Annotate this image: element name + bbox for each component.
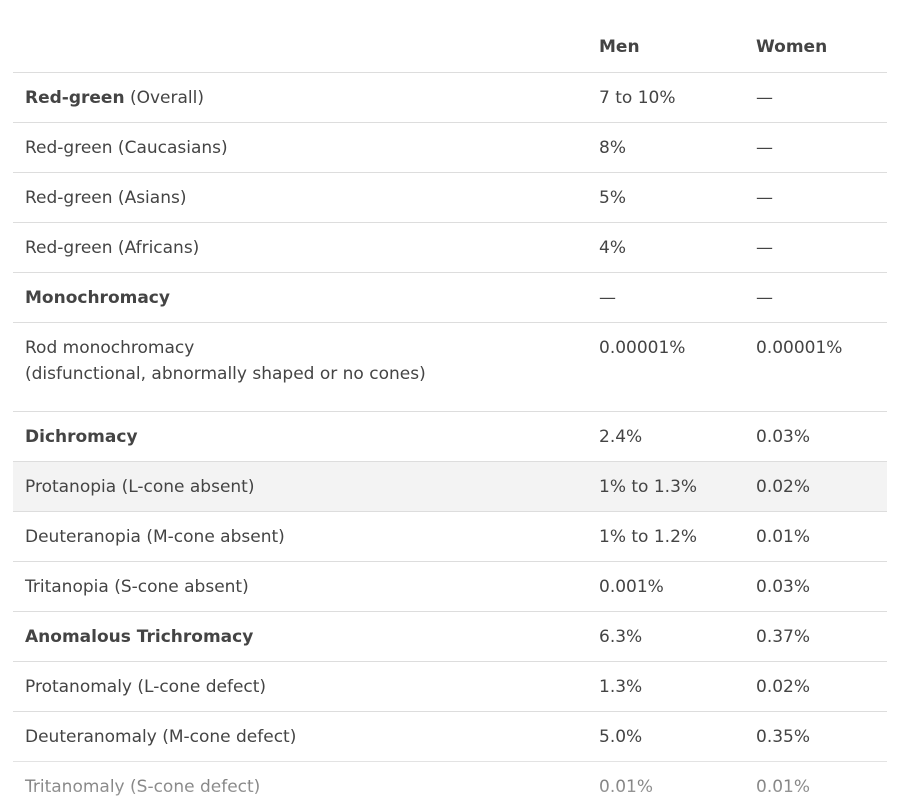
condition-text: Tritanomaly (S-cone defect): [25, 776, 261, 797]
condition-cell: Dichromacy: [13, 411, 587, 462]
condition-cell: Red-green (Asians): [13, 172, 587, 223]
women-cell: —: [744, 122, 887, 173]
women-cell: 0.35%: [744, 711, 887, 762]
condition-text: Protanomaly (L-cone defect): [25, 676, 267, 697]
header-row: Men Women: [13, 22, 887, 73]
condition-text: Protanopia (L-cone absent): [25, 476, 255, 497]
table-row: Deuteranomaly (M-cone defect) 5.0% 0.35%: [13, 711, 887, 762]
men-cell: 4%: [587, 222, 744, 273]
table-row: Deuteranopia (M-cone absent) 1% to 1.2% …: [13, 511, 887, 562]
header-condition: [13, 22, 587, 73]
table-row: Anomalous Trichromacy 6.3% 0.37%: [13, 611, 887, 662]
men-cell: 8%: [587, 122, 744, 173]
women-cell: —: [744, 222, 887, 273]
condition-cell: Protanopia (L-cone absent): [13, 461, 587, 512]
men-cell: 1.3%: [587, 661, 744, 712]
women-cell: 0.03%: [744, 411, 887, 462]
condition-bold: Monochromacy: [25, 287, 170, 308]
header-women: Women: [744, 22, 887, 73]
men-cell: 1% to 1.3%: [587, 461, 744, 512]
table-row: Protanomaly (L-cone defect) 1.3% 0.02%: [13, 661, 887, 712]
color-blindness-table-wrapper: Men Women Red-green (Overall) 7 to 10% —…: [13, 22, 887, 811]
color-blindness-prevalence-table: Men Women Red-green (Overall) 7 to 10% —…: [13, 22, 887, 811]
condition-text: Rod monochromacy: [25, 338, 195, 358]
men-cell: 0.001%: [587, 561, 744, 612]
women-cell: —: [744, 272, 887, 323]
table-row: Red-green (Overall) 7 to 10% —: [13, 72, 887, 123]
condition-text: Red-green (Africans): [25, 237, 200, 258]
men-cell: 0.00001%: [587, 322, 744, 412]
header-men: Men: [587, 22, 744, 73]
condition-cell: Deuteranopia (M-cone absent): [13, 511, 587, 562]
women-cell: 0.01%: [744, 511, 887, 562]
men-cell: 0.01%: [599, 776, 654, 797]
condition-text: Deuteranomaly (M-cone defect): [25, 726, 297, 747]
condition-cell: Tritanomaly (S-cone defect): [13, 762, 587, 812]
condition-bold: Dichromacy: [25, 426, 138, 447]
table-row: Dichromacy 2.4% 0.03%: [13, 411, 887, 462]
table-row: Red-green (Caucasians) 8% —: [13, 122, 887, 173]
condition-cell: Deuteranomaly (M-cone defect): [13, 711, 587, 762]
condition-text: Red-green (Caucasians): [25, 137, 228, 158]
men-cell: 1% to 1.2%: [587, 511, 744, 562]
condition-cell: Protanomaly (L-cone defect): [13, 661, 587, 712]
table-row: Monochromacy — —: [13, 272, 887, 323]
women-cell: 0.00001%: [744, 322, 887, 412]
condition-text: Tritanopia (S-cone absent): [25, 576, 249, 597]
condition-cell: Tritanopia (S-cone absent): [13, 561, 587, 612]
table-row: Rod monochromacy (disfunctional, abnormal…: [13, 322, 887, 412]
condition-text: Deuteranopia (M-cone absent): [25, 526, 285, 547]
table-row: Red-green (Africans) 4% —: [13, 222, 887, 273]
men-cell: 2.4%: [587, 411, 744, 462]
women-cell: —: [744, 72, 887, 123]
table-row: Tritanopia (S-cone absent) 0.001% 0.03%: [13, 561, 887, 612]
men-cell: 6.3%: [587, 611, 744, 662]
condition-cell: Rod monochromacy (disfunctional, abnormal…: [13, 322, 587, 412]
condition-text: Red-green (Asians): [25, 187, 187, 208]
women-cell: 0.01%: [756, 776, 811, 797]
women-cell: —: [744, 172, 887, 223]
women-cell: 0.02%: [744, 461, 887, 512]
men-cell: 5%: [587, 172, 744, 223]
condition-cell: Anomalous Trichromacy: [13, 611, 587, 662]
condition-cell: Monochromacy: [13, 272, 587, 323]
women-cell: 0.02%: [744, 661, 887, 712]
condition-subtext: (disfunctional, abnormally shaped or no …: [25, 364, 426, 384]
women-cell: 0.37%: [744, 611, 887, 662]
condition-bold: Red-green: [25, 87, 125, 108]
men-cell: 5.0%: [587, 711, 744, 762]
condition-cell: Red-green (Overall): [13, 72, 587, 123]
condition-bold: Anomalous Trichromacy: [25, 626, 254, 647]
women-cell: 0.03%: [744, 561, 887, 612]
men-cell: —: [587, 272, 744, 323]
condition-cell: Red-green (Caucasians): [13, 122, 587, 173]
condition-text: (Overall): [124, 87, 204, 108]
table-row: Tritanomaly (S-cone defect) 0.01% 0.01%: [13, 762, 887, 812]
men-cell: 7 to 10%: [587, 72, 744, 123]
condition-cell: Red-green (Africans): [13, 222, 587, 273]
table-row: Red-green (Asians) 5% —: [13, 172, 887, 223]
table-row-highlighted: Protanopia (L-cone absent) 1% to 1.3% 0.…: [13, 461, 887, 512]
